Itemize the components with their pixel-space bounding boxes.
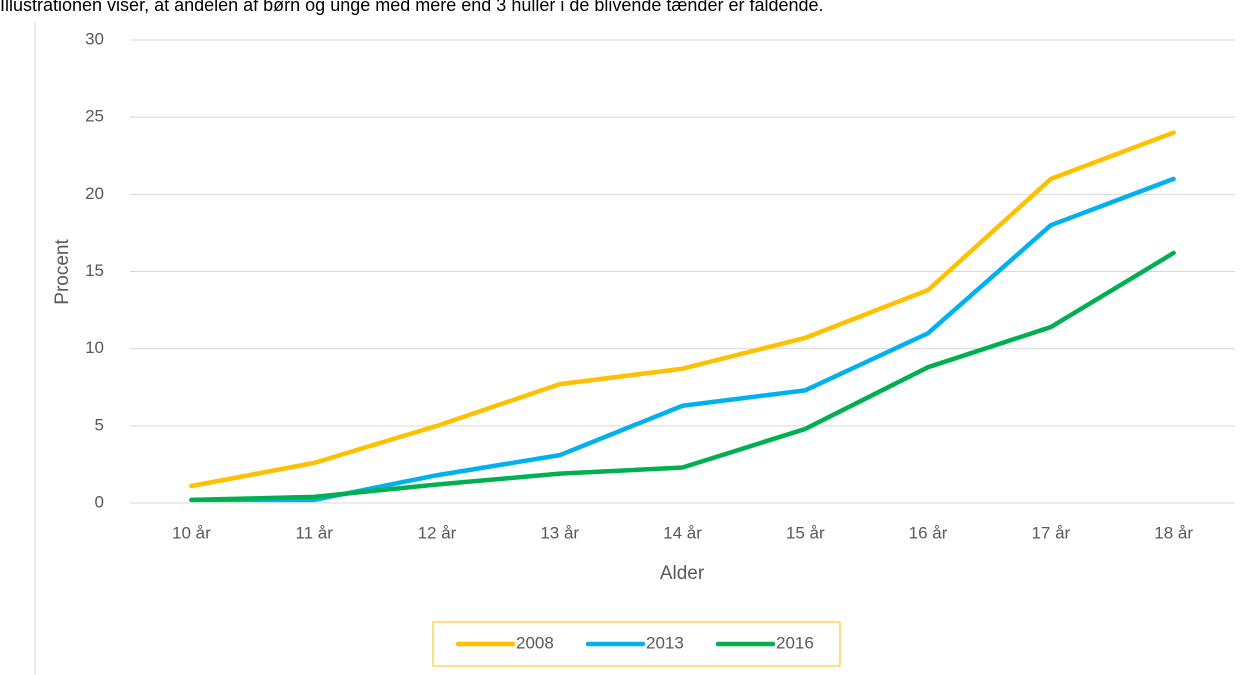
- x-tick-label: 10 år: [172, 523, 211, 542]
- series-line: [189, 176, 1176, 503]
- y-tick-label: 15: [85, 261, 104, 280]
- y-tick-label: 0: [95, 492, 104, 511]
- x-axis-label: Alder: [660, 563, 705, 584]
- legend-label: 2008: [516, 633, 554, 652]
- series-line: [189, 130, 1176, 489]
- y-tick-label: 25: [85, 107, 104, 126]
- x-tick-label: 17 år: [1031, 523, 1070, 542]
- x-tick-label: 13 år: [540, 523, 579, 542]
- y-tick-label: 10: [85, 338, 104, 357]
- y-tick-label: 30: [85, 29, 104, 48]
- legend-box: [432, 621, 841, 667]
- x-tick-label: 16 år: [909, 523, 948, 542]
- x-tick-label: 14 år: [663, 523, 702, 542]
- legend-label: 2013: [646, 633, 684, 652]
- caption: Illustrationen viser, at andelen af børn…: [0, 0, 824, 15]
- x-tick-label: 18 år: [1154, 523, 1193, 542]
- legend-label: 2016: [776, 633, 814, 652]
- series-line: [189, 250, 1176, 503]
- x-tick-label: 12 år: [418, 523, 457, 542]
- x-tick-label: 11 år: [295, 523, 333, 542]
- x-tick-label: 15 år: [786, 523, 825, 542]
- y-axis-label: Procent: [52, 239, 73, 305]
- y-tick-label: 5: [95, 415, 104, 434]
- y-tick-label: 20: [85, 184, 104, 203]
